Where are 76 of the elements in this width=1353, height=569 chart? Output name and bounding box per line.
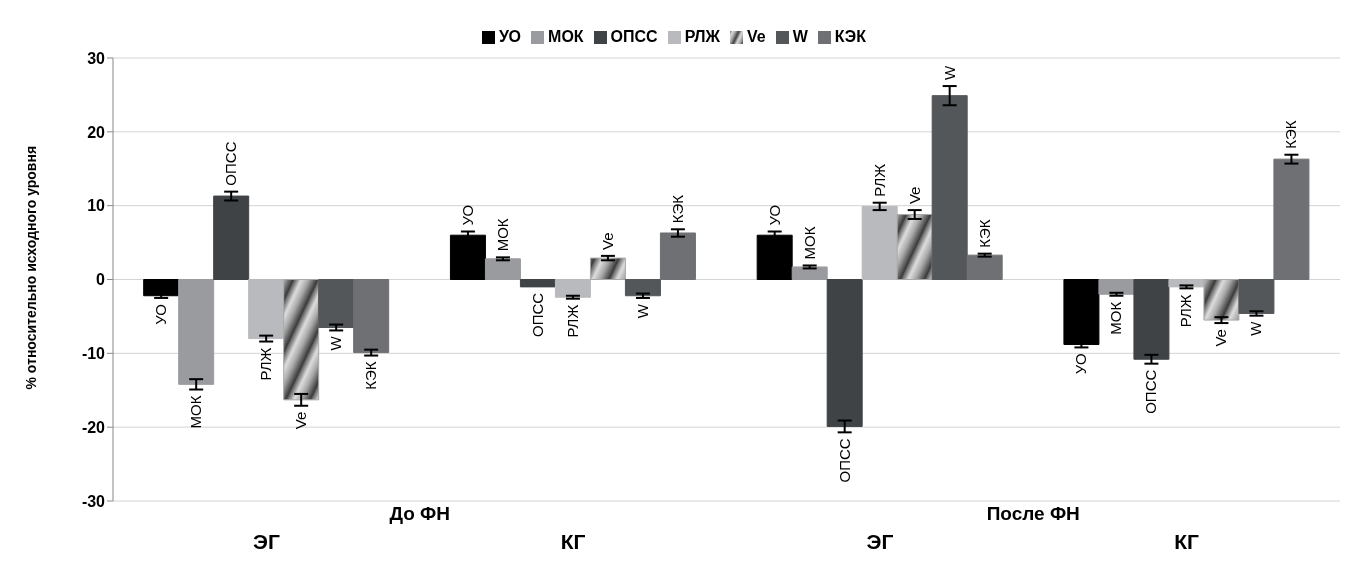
- legend-label: КЭК: [834, 28, 866, 45]
- bar: [1203, 279, 1240, 321]
- text: КЭК: [668, 195, 686, 224]
- x-tick-label: ЭГ: [252, 530, 280, 553]
- text: ОПСС: [1142, 369, 1160, 414]
- bar: [1098, 279, 1135, 295]
- bar: [353, 279, 390, 354]
- legend-label: УО: [499, 28, 522, 45]
- bar: [213, 195, 250, 280]
- bar: [659, 232, 696, 280]
- legend-label: Ve: [747, 28, 766, 45]
- bar: [283, 279, 320, 401]
- bar: [178, 279, 215, 385]
- bar: [756, 234, 793, 280]
- text: W: [1247, 321, 1265, 336]
- y-tick-label: 30: [87, 49, 106, 67]
- legend-label: МОК: [548, 28, 584, 45]
- bar: [519, 279, 556, 288]
- text: ОПСС: [528, 292, 546, 338]
- legend-label: РЛЖ: [684, 28, 721, 45]
- x-tick-label: КГ: [560, 530, 586, 553]
- text: КЭК: [1282, 120, 1300, 149]
- text: КЭК: [975, 219, 993, 248]
- text: МОК: [187, 395, 205, 429]
- bar: [484, 258, 521, 280]
- text: МОК: [1107, 301, 1125, 335]
- text: Ve: [905, 186, 923, 205]
- text: РЛЖ: [257, 347, 275, 381]
- y-tick-label: -20: [81, 418, 106, 436]
- bar: [1238, 279, 1275, 314]
- bar: [1063, 279, 1100, 345]
- y-axis-title: % относительно исходного уровня: [22, 145, 39, 390]
- bar: [554, 279, 591, 298]
- legend-label: ОПСС: [610, 28, 658, 45]
- text: РЛЖ: [563, 304, 581, 338]
- bar: [248, 279, 285, 340]
- bar: [861, 205, 898, 280]
- bar: [1273, 158, 1310, 280]
- text: W: [327, 336, 345, 351]
- text: После ФН: [985, 503, 1081, 525]
- y-tick-label: 10: [87, 197, 106, 215]
- text: УО: [152, 303, 170, 325]
- bar: [896, 214, 933, 280]
- text: МОК: [493, 218, 511, 252]
- x-tick-label: КГ: [1174, 530, 1200, 553]
- text: УО: [765, 204, 783, 226]
- bar: [143, 279, 180, 297]
- bar: [791, 266, 828, 280]
- text: УО: [1072, 353, 1090, 375]
- text: До ФН: [388, 503, 452, 525]
- bar: [589, 257, 626, 280]
- bar: [624, 279, 661, 297]
- legend-label: W: [792, 28, 808, 45]
- text: Ve: [1212, 329, 1230, 347]
- text: РЛЖ: [870, 163, 888, 197]
- x-tick-label: ЭГ: [866, 530, 894, 553]
- text: ОПСС: [835, 438, 853, 483]
- bar: [1133, 279, 1170, 360]
- bar: [826, 279, 863, 427]
- bar: [449, 234, 486, 280]
- bar: [318, 279, 355, 328]
- y-tick-label: -30: [81, 492, 106, 510]
- text: W: [940, 65, 958, 81]
- text: КЭК: [362, 361, 380, 390]
- text: РЛЖ: [1177, 294, 1195, 328]
- y-tick-label: 20: [87, 123, 106, 141]
- text: Ve: [598, 232, 616, 250]
- y-tick-label: -10: [81, 345, 106, 363]
- bar: [931, 95, 968, 280]
- bar: [966, 254, 1003, 280]
- text: W: [633, 303, 651, 319]
- text: МОК: [800, 226, 818, 260]
- text: УО: [458, 204, 476, 226]
- y-tick-label: 0: [96, 271, 106, 289]
- text: Ve: [292, 411, 310, 430]
- text: ОПСС: [222, 141, 240, 186]
